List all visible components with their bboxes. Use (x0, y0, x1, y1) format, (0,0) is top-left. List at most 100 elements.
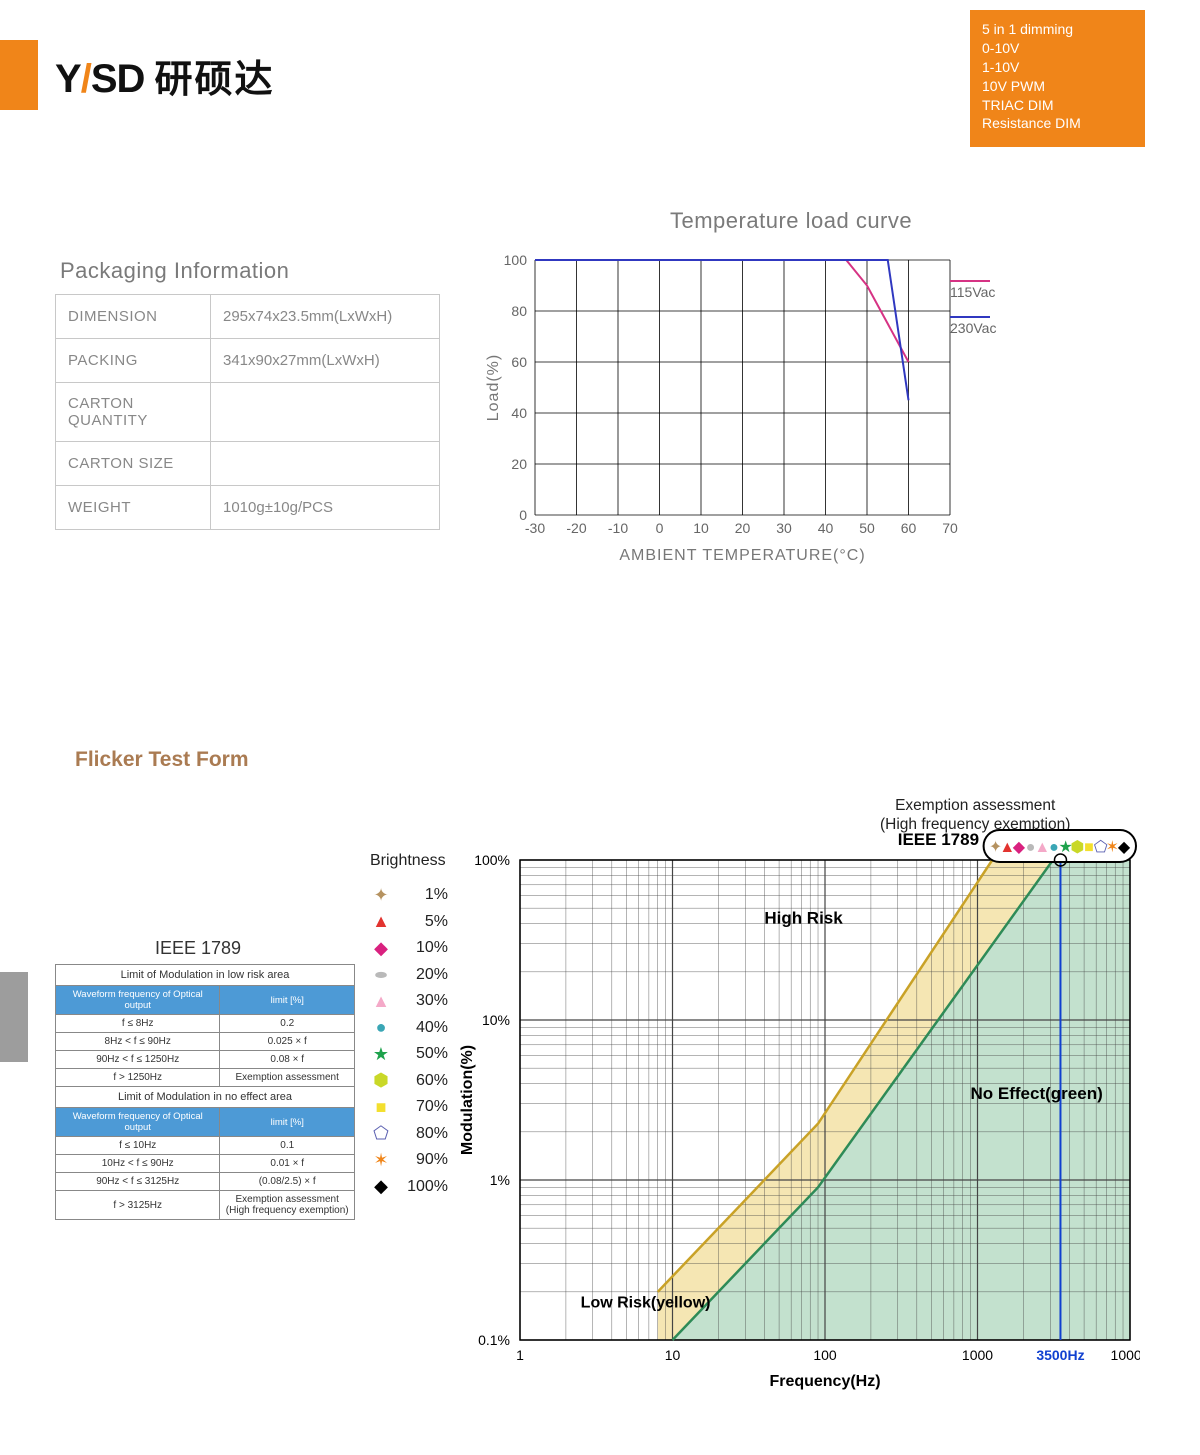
brightness-value: 40% (400, 1019, 448, 1037)
svg-text:100%: 100% (474, 852, 510, 868)
svg-text:●: ● (1049, 839, 1059, 856)
svg-text:50: 50 (859, 520, 875, 536)
brand-logo: Y/SD 研硕达 (55, 48, 275, 103)
packaging-row: PACKING 341x90x27mm(LxWxH) (56, 339, 440, 383)
brightness-marker-icon: ◆ (370, 938, 392, 959)
svg-text:10: 10 (665, 1347, 681, 1363)
brightness-marker-icon: ■ (370, 1097, 392, 1118)
brightness-value: 20% (400, 966, 448, 984)
brightness-item: ◆ 10% (370, 935, 448, 962)
packaging-value (211, 442, 440, 486)
brightness-marker-icon: ● (365, 966, 398, 983)
packaging-row: CARTON SIZE (56, 442, 440, 486)
ieee-table-title: IEEE 1789 (155, 938, 241, 959)
svg-text:■: ■ (1084, 839, 1094, 856)
temp-chart-title: Temperature load curve (670, 208, 912, 234)
svg-text:-20: -20 (566, 520, 586, 536)
svg-text:◆: ◆ (1118, 839, 1131, 856)
brightness-value: 5% (400, 913, 448, 931)
packaging-row: DIMENSION 295x74x23.5mm(LxWxH) (56, 295, 440, 339)
brightness-item: ⬠ 80% (370, 1121, 448, 1148)
brightness-item: ◆ 100% (370, 1174, 448, 1201)
brightness-item: ● 40% (370, 1015, 448, 1042)
svg-text:Low Risk(yellow): Low Risk(yellow) (581, 1294, 711, 1311)
feature-line: Resistance DIM (982, 114, 1133, 133)
packaging-row: WEIGHT 1010g±10g/PCS (56, 486, 440, 530)
brightness-marker-icon: ⬢ (370, 1070, 392, 1091)
svg-text:10%: 10% (482, 1012, 510, 1028)
brightness-item: ✦ 1% (370, 882, 448, 909)
svg-text:AMBIENT TEMPERATURE(°C): AMBIENT TEMPERATURE(°C) (619, 547, 865, 564)
svg-text:◆: ◆ (1013, 839, 1026, 856)
svg-text:30: 30 (776, 520, 792, 536)
temperature-load-chart: -30-20-10010203040506070020406080100AMBI… (480, 240, 960, 570)
packaging-label: CARTON QUANTITY (56, 383, 211, 442)
brightness-legend-title: Brightness (370, 852, 446, 870)
packaging-value: 341x90x27mm(LxWxH) (211, 339, 440, 383)
svg-text:-10: -10 (608, 520, 628, 536)
brightness-marker-icon: ⬠ (370, 1123, 392, 1144)
brightness-marker-icon: ✶ (370, 1150, 392, 1171)
packaging-value: 295x74x23.5mm(LxWxH) (211, 295, 440, 339)
brand-cn: 研硕达 (155, 59, 275, 101)
brightness-value: 50% (400, 1045, 448, 1063)
brightness-legend: ✦ 1% ▲ 5% ◆ 10% ● 20% ▲ 30% ● 40% ★ 50% … (370, 882, 448, 1200)
brightness-value: 1% (400, 886, 448, 904)
svg-text:100: 100 (504, 252, 528, 268)
svg-text:20: 20 (735, 520, 751, 536)
svg-text:40: 40 (511, 405, 527, 421)
svg-text:1000: 1000 (962, 1347, 993, 1363)
brightness-item: ■ 70% (370, 1094, 448, 1121)
svg-text:70: 70 (942, 520, 958, 536)
temp-chart-legend: 115Vac 230Vac (950, 280, 996, 352)
svg-text:Frequency(Hz): Frequency(Hz) (769, 1373, 880, 1390)
packaging-label: CARTON SIZE (56, 442, 211, 486)
brightness-value: 60% (400, 1072, 448, 1090)
flicker-ieee-chart: 1101001000100000.1%1%10%100%3500HzFreque… (450, 800, 1140, 1390)
side-grey-bar (0, 972, 28, 1062)
svg-text:0: 0 (656, 520, 664, 536)
feature-line: 5 in 1 dimming (982, 20, 1133, 39)
feature-line: 1-10V (982, 58, 1133, 77)
svg-text:No Effect(green): No Effect(green) (971, 1084, 1103, 1103)
brightness-item: ▲ 30% (370, 988, 448, 1015)
ieee-limits-table: Limit of Modulation in low risk area Wav… (55, 964, 355, 1220)
temp-legend-item: 230Vac (950, 316, 996, 336)
svg-text:60: 60 (901, 520, 917, 536)
svg-text:20: 20 (511, 456, 527, 472)
svg-text:1%: 1% (490, 1172, 510, 1188)
svg-text:IEEE 1789: IEEE 1789 (898, 830, 979, 849)
brightness-marker-icon: ✦ (370, 885, 392, 906)
brightness-value: 90% (400, 1151, 448, 1169)
brightness-value: 100% (400, 1178, 448, 1196)
svg-text:0.1%: 0.1% (478, 1332, 510, 1348)
svg-text:⬢: ⬢ (1070, 839, 1084, 856)
brightness-item: ✶ 90% (370, 1147, 448, 1174)
brightness-marker-icon: ◆ (370, 1176, 392, 1197)
feature-box: 5 in 1 dimming0-10V1-10V10V PWMTRIAC DIM… (970, 10, 1145, 147)
svg-text:▲: ▲ (1034, 839, 1050, 856)
svg-text:10000: 10000 (1111, 1347, 1140, 1363)
packaging-label: DIMENSION (56, 295, 211, 339)
brightness-item: ⬢ 60% (370, 1068, 448, 1095)
header-accent-bar (0, 40, 38, 110)
brightness-marker-icon: ● (370, 1017, 392, 1038)
svg-text:40: 40 (818, 520, 834, 536)
brightness-item: ★ 50% (370, 1041, 448, 1068)
packaging-value (211, 383, 440, 442)
brightness-item: ▲ 5% (370, 909, 448, 936)
flicker-section-title: Flicker Test Form (75, 748, 249, 772)
brightness-value: 10% (400, 939, 448, 957)
temp-legend-item: 115Vac (950, 280, 996, 300)
feature-line: 10V PWM (982, 77, 1133, 96)
brightness-value: 70% (400, 1098, 448, 1116)
packaging-title: Packaging Information (60, 258, 289, 284)
svg-text:3500Hz: 3500Hz (1036, 1347, 1084, 1363)
svg-text:High Risk: High Risk (764, 909, 843, 928)
brightness-marker-icon: ▲ (370, 911, 392, 932)
brightness-marker-icon: ▲ (370, 991, 392, 1012)
svg-text:Modulation(%): Modulation(%) (459, 1045, 476, 1155)
svg-text:1: 1 (516, 1347, 524, 1363)
svg-text:10: 10 (693, 520, 709, 536)
brightness-value: 80% (400, 1125, 448, 1143)
